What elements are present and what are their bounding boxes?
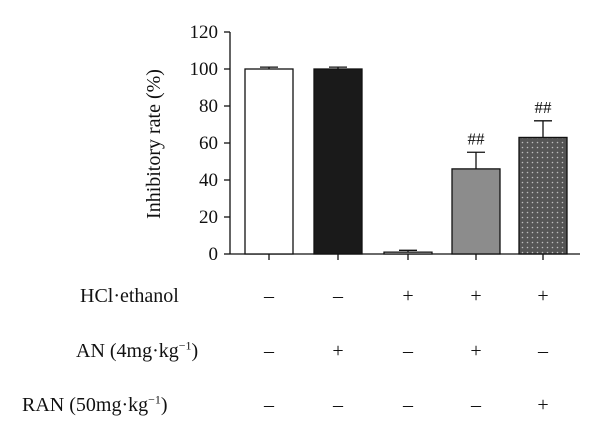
bars: ## ##: [244, 66, 568, 255]
condition-label-hcl-ethanol: HCl·ethanol: [80, 285, 179, 307]
condition-mark-row2-col5: –: [538, 340, 548, 362]
significance-label-5: ##: [535, 98, 553, 117]
bar-5: [518, 136, 568, 255]
condition-mark-row3-col5: +: [537, 394, 549, 416]
condition-mark-row3-col3: –: [403, 394, 413, 416]
bar-1: [244, 68, 294, 255]
y-tick-label-100: 100: [190, 59, 219, 80]
condition-mark-row1-col1: –: [264, 285, 274, 307]
bar-2: [313, 68, 363, 255]
significance-label-4: ##: [468, 129, 486, 148]
y-tick-label-20: 20: [199, 207, 218, 228]
axes: 0 20 40 60 80 100 120: [190, 22, 580, 265]
bar-chart: 0 20 40 60 80 100 120 ## ## Inhibitory rate (%): [143, 22, 580, 265]
condition-mark-row2-col1: –: [264, 340, 274, 362]
condition-mark-row2-col3: –: [403, 340, 413, 362]
y-axis-title: Inhibitory rate (%): [143, 69, 165, 219]
y-tick-label-120: 120: [190, 22, 219, 43]
y-tick-label-60: 60: [199, 133, 218, 154]
y-tick-label-80: 80: [199, 96, 218, 117]
condition-mark-row2-col4: +: [470, 340, 482, 362]
bar-4: [451, 168, 501, 255]
condition-mark-row3-col1: –: [264, 394, 274, 416]
y-tick-label-0: 0: [209, 244, 219, 265]
condition-mark-row1-col5: +: [537, 285, 549, 307]
condition-mark-row1-col3: +: [402, 285, 414, 307]
condition-mark-row2-col2: +: [332, 340, 344, 362]
condition-mark-row1-col4: +: [470, 285, 482, 307]
condition-mark-row1-col2: –: [333, 285, 343, 307]
bar-3: [383, 251, 433, 255]
y-tick-label-40: 40: [199, 170, 218, 191]
condition-mark-row3-col4: –: [471, 394, 481, 416]
condition-mark-row3-col2: –: [333, 394, 343, 416]
condition-label-an: AN (4mg·kg−1): [76, 338, 199, 362]
condition-label-ran: RAN (50mg·kg−1): [22, 392, 168, 416]
